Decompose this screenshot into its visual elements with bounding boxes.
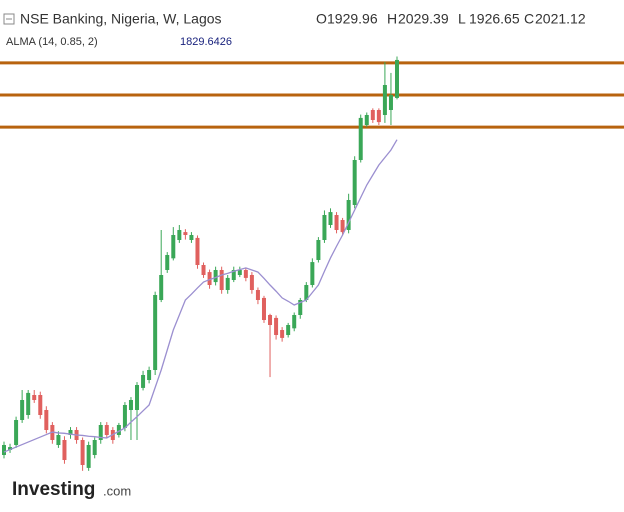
candle-body [219, 270, 224, 290]
candle-body [86, 445, 91, 468]
candle-body [286, 325, 291, 335]
candle-body [370, 110, 375, 120]
candle-body [352, 160, 357, 205]
candle-body [147, 370, 152, 380]
candle-body [340, 220, 345, 233]
candle-body [201, 265, 206, 275]
candle-body [207, 272, 212, 285]
candle-body [316, 240, 321, 260]
candle-body [104, 425, 109, 435]
candle-body [177, 230, 182, 240]
legend-header: NSE Banking, Nigeria, W, Lagos O 1929.96 H… [3, 11, 586, 48]
candle-body [128, 400, 133, 410]
candle-body [62, 440, 67, 460]
candle-body [2, 445, 6, 455]
candle-body [92, 440, 97, 455]
candle-body [68, 430, 73, 435]
candle-body [183, 232, 188, 235]
candle-body [165, 255, 170, 270]
candle-body [32, 395, 37, 400]
candle-body [159, 275, 164, 300]
candle-body [243, 270, 248, 278]
candle-body [26, 392, 31, 415]
candle-body [310, 262, 315, 285]
ohlc-letter: L [458, 11, 466, 27]
candle-body [189, 235, 194, 240]
candle-body [195, 237, 200, 265]
candle-body [213, 270, 218, 283]
candle-body [171, 235, 176, 259]
candle-body [346, 200, 351, 230]
overlay-value: 1829.6426 [180, 36, 232, 48]
candle-body [231, 270, 236, 280]
candle-body [38, 395, 43, 415]
logo: Investing .com [12, 479, 131, 500]
candle-body [298, 300, 303, 315]
candle-body [225, 277, 230, 290]
logo-text: Investing [12, 479, 95, 500]
candle-body [122, 405, 127, 428]
logo-suffix: .com [103, 483, 131, 498]
candle-body [364, 115, 369, 125]
candle-body [268, 315, 273, 325]
candle-body [141, 375, 146, 388]
candle-body [358, 117, 363, 160]
candle-body [153, 295, 158, 370]
candle-body [292, 315, 297, 329]
candle-body [261, 297, 266, 320]
ohlc-letter: H [387, 11, 397, 27]
candle-body [382, 85, 387, 115]
ohlc-letter: O [316, 11, 327, 27]
candle-body [8, 447, 13, 450]
candle-body [249, 275, 254, 290]
candle-body [280, 330, 285, 338]
ohlc-value: 2021.12 [535, 11, 586, 27]
plot-area [0, 56, 624, 471]
candle-body [274, 317, 279, 335]
candle-body [14, 420, 19, 445]
candle-body [80, 440, 85, 465]
candle-body [395, 59, 399, 98]
candle-body [135, 385, 140, 410]
candle-body [20, 400, 25, 420]
candle-body [388, 95, 393, 110]
candle-body [44, 410, 49, 430]
candle-body [328, 212, 333, 225]
candle-body [334, 215, 339, 230]
collapse-icon[interactable] [3, 13, 15, 25]
candle-body [376, 110, 381, 123]
candle-body [255, 290, 260, 300]
ohlc-value: 1929.96 [327, 11, 378, 27]
chart-title: NSE Banking, Nigeria, W, Lagos [20, 11, 222, 27]
ohlc-readout: O 1929.96 H 2029.39 L 1926.65 C 2021.12 [316, 11, 586, 27]
candle-body [322, 215, 327, 240]
ohlc-letter: C [524, 11, 534, 27]
ohlc-value: 1926.65 [469, 11, 520, 27]
candle-body [56, 435, 61, 445]
ohlc-value: 2029.39 [398, 11, 449, 27]
candle-body [116, 425, 121, 435]
candle-body [237, 270, 242, 275]
overlay-name: ALMA (14, 0.85, 2) [6, 36, 98, 48]
overlay-line [3, 139, 398, 453]
candle-body [98, 425, 103, 440]
candle-body [304, 285, 309, 300]
